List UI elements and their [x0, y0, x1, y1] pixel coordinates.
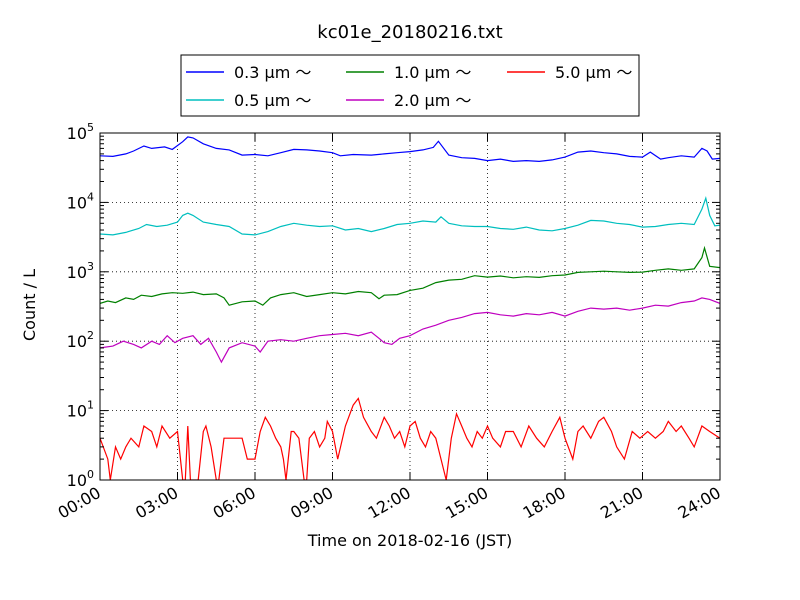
- y-tick-label: 105: [67, 121, 94, 143]
- series-line-4: [100, 397, 720, 480]
- y-axis-ticks: 100 101 102 103 104 105: [67, 121, 720, 490]
- x-axis-label: Time on 2018-02-16 (JST): [307, 531, 512, 550]
- series-line-3: [100, 297, 720, 364]
- chart-title: kc01e_20180216.txt: [317, 22, 502, 43]
- y-axis-label: Count / L: [20, 269, 39, 341]
- x-axis-ticks: 00:00 03:00 06:00 09:00 12:00 15:00 18:00 21:00…: [55, 133, 724, 523]
- legend-label-2: 1.0 μm ～: [394, 63, 471, 82]
- plot-series: [100, 136, 720, 480]
- x-tick-label: 09:00: [287, 483, 336, 523]
- legend-label-1: 0.5 μm ～: [234, 91, 311, 110]
- x-tick-label: 03:00: [132, 483, 181, 523]
- legend-label-0: 0.3 μm ～: [234, 63, 311, 82]
- legend: 0.3 μm ～ 0.5 μm ～ 1.0 μm ～ 2.0 μm ～ 5.0 μm ～: [180, 54, 640, 117]
- x-tick-label: 24:00: [675, 483, 724, 523]
- series-line-1: [100, 196, 720, 236]
- y-tick-label: 103: [67, 260, 94, 282]
- x-tick-label: 15:00: [442, 483, 491, 523]
- x-tick-label: 06:00: [210, 483, 259, 523]
- legend-label-3: 2.0 μm ～: [394, 91, 471, 110]
- series-line-2: [100, 245, 720, 306]
- legend-label-4: 5.0 μm ～: [555, 63, 632, 82]
- legend-box: [180, 54, 640, 117]
- x-tick-label: 18:00: [520, 483, 569, 523]
- y-tick-label: 100: [67, 468, 94, 490]
- series-line-0: [100, 136, 720, 163]
- y-tick-label: 101: [67, 399, 94, 421]
- y-tick-label: 102: [67, 329, 94, 351]
- x-tick-label: 12:00: [365, 483, 414, 523]
- x-tick-label: 21:00: [597, 483, 646, 523]
- y-tick-label: 104: [67, 190, 94, 212]
